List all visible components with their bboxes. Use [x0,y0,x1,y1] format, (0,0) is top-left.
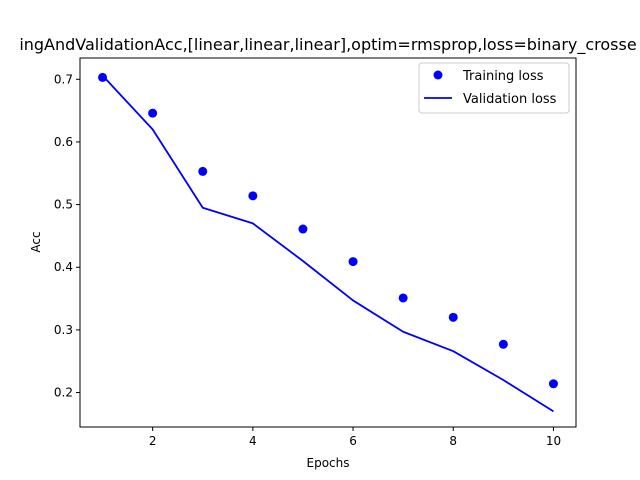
legend-validation-label: Validation loss [463,92,557,107]
training-data-point [548,379,558,389]
legend-box [418,62,570,114]
x-tick-label: 4 [249,434,257,448]
training-data-point [298,224,308,234]
chart-title: ingAndValidationAcc,[linear,linear,linea… [19,35,636,55]
training-data-point [198,166,208,176]
training-data-point [498,339,508,349]
plot-area [98,72,558,413]
x-tick-label: 10 [546,434,561,448]
x-axis-label: Epochs [307,456,350,470]
y-tick-label: 0.4 [54,260,73,274]
training-data-point [98,72,108,82]
training-data-point [398,293,408,303]
legend-training-label: Training loss [462,69,544,84]
x-tick-label: 2 [149,434,157,448]
x-tick-label: 8 [449,434,457,448]
legend: Training loss Validation loss [418,62,570,114]
y-tick-label: 0.7 [54,72,73,86]
validation-series-line [101,74,554,413]
legend-training-marker [433,70,443,80]
y-tick-label: 0.5 [54,198,73,212]
training-data-point [248,191,258,201]
y-tick-label: 0.6 [54,135,73,149]
x-tick-label: 6 [349,434,357,448]
training-data-point [448,312,458,322]
y-tick-label: 0.3 [54,323,73,337]
axes-frame [79,57,577,428]
x-axis: 2 4 6 8 10 [149,427,561,448]
y-axis: 0.2 0.3 0.4 0.5 0.6 0.7 [54,72,80,400]
training-data-point [148,108,158,118]
training-data-point [348,257,358,267]
y-axis-label: Acc [29,231,43,252]
y-tick-label: 0.2 [54,386,73,400]
